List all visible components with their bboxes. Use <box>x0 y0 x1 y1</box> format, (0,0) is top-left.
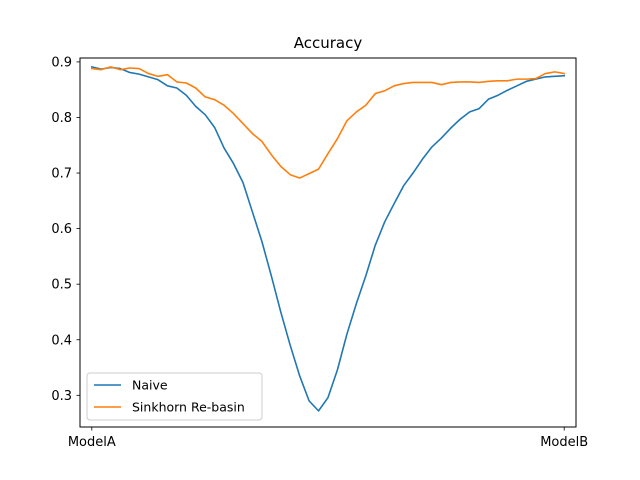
legend-label-sinkhorn: Sinkhorn Re-basin <box>132 400 245 415</box>
chart-title: Accuracy <box>294 34 363 52</box>
x-tick-label: ModelB <box>540 435 588 450</box>
y-tick-label: 0.4 <box>51 333 72 348</box>
legend-box <box>86 372 263 421</box>
y-tick-label: 0.5 <box>51 278 72 293</box>
series-line-sinkhorn <box>90 66 566 179</box>
legend: Naive Sinkhorn Re-basin <box>86 372 263 421</box>
y-tick-label: 0.8 <box>51 111 72 126</box>
x-axis: ModelA ModelB <box>68 427 588 450</box>
y-tick-label: 0.9 <box>51 55 72 70</box>
series-line-naive <box>90 65 566 412</box>
y-axis: 0.3 0.4 0.5 0.6 0.7 0.8 0.9 <box>51 55 80 404</box>
plot-frame <box>79 57 577 428</box>
x-tick-label: ModelA <box>68 435 116 450</box>
y-tick-label: 0.6 <box>51 222 72 237</box>
y-tick-label: 0.3 <box>51 389 72 404</box>
y-tick-label: 0.7 <box>51 167 72 182</box>
legend-label-naive: Naive <box>132 378 168 393</box>
series-layer <box>90 65 566 412</box>
